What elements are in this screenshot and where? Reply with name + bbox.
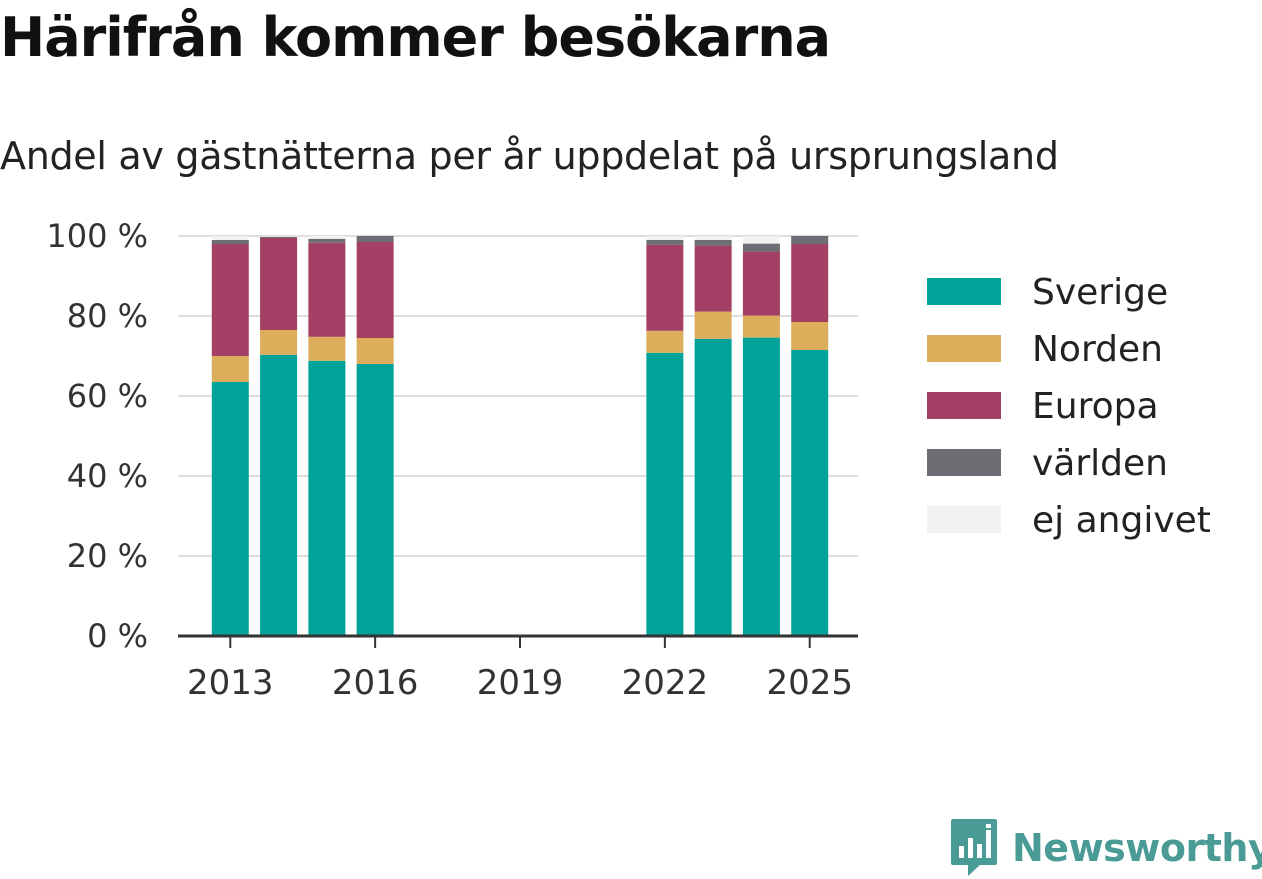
legend-label-ej-angivet: ej angivet [1032,500,1211,541]
legend-label-europa: Europa [1032,386,1159,427]
bar-segment-norden-2023 [694,311,732,339]
bar-segment-världen-2022 [646,240,684,245]
x-tick-label: 2022 [622,663,709,703]
x-tick-label: 2016 [332,663,419,703]
legend-swatch-sverige [927,278,1001,305]
bar-segment-sverige-2016 [356,364,394,636]
bar-segment-norden-2013 [211,356,249,382]
bar-segment-sverige-2013 [211,382,249,636]
bar-segment-europa-2015 [308,242,346,337]
bar-segment-världen-2015 [308,238,346,243]
brand-logo: Newsworthy [950,818,1262,878]
chart-title: Härifrån kommer besökarna [0,6,831,69]
x-tick-label: 2013 [187,663,274,703]
legend-swatch-norden [927,335,1001,362]
bar-segment-ej-angivet-2015 [308,236,346,239]
y-tick-label: 0 % [87,617,148,655]
x-tick-label: 2025 [766,663,853,703]
x-tick-label: 2019 [477,663,564,703]
bar-segment-europa-2014 [260,238,298,330]
legend-swatch-världen [927,449,1001,476]
bar-segment-norden-2014 [260,330,298,355]
legend-label-världen: världen [1032,443,1168,484]
bar-segment-norden-2024 [742,315,780,338]
y-tick-label: 40 % [67,457,148,495]
bar-segment-ej-angivet-2024 [742,236,780,244]
bar-segment-europa-2023 [694,245,732,312]
bar-segment-världen-2025 [791,236,829,244]
y-tick-label: 80 % [67,297,148,335]
bar-segment-europa-2013 [211,244,249,356]
bar-segment-sverige-2025 [791,350,829,636]
newsworthy-chart-icon [951,819,997,876]
bar-segment-ej-angivet-2013 [211,236,249,240]
bar-segment-ej-angivet-2023 [694,236,732,240]
bar-segment-europa-2024 [742,251,780,316]
brand-name: Newsworthy [1012,826,1262,870]
y-tick-label: 60 % [67,377,148,415]
y-tick-label: 100 % [46,217,148,255]
bar-segment-europa-2016 [356,242,394,338]
axes: 0 % 20 % 40 % 60 % 80 % 100 % 2013 2016 2019 2022… [46,217,858,703]
bar-segment-norden-2022 [646,330,684,353]
bar-segment-världen-2024 [742,243,780,252]
legend-label-sverige: Sverige [1032,272,1168,313]
chart-subtitle: Andel av gästnätterna per år uppdelat på… [0,134,1059,178]
bar-segment-världen-2023 [694,240,732,246]
bar-segment-ej-angivet-2014 [260,236,298,237]
bar-segment-ej-angivet-2022 [646,236,684,240]
bar-segment-norden-2016 [356,338,394,364]
legend: Sverige Norden Europa världen ej angivet [927,272,1211,541]
bar-segment-världen-2014 [260,236,298,238]
legend-swatch-ej-angivet [927,506,1001,533]
bars [211,236,829,636]
y-tick-label: 20 % [67,537,148,575]
legend-swatch-europa [927,392,1001,419]
bar-segment-europa-2022 [646,244,684,331]
legend-label-norden: Norden [1032,329,1163,370]
bar-segment-sverige-2015 [308,360,346,636]
bar-segment-sverige-2024 [742,337,780,636]
bar-segment-världen-2013 [211,240,249,244]
bar-segment-sverige-2023 [694,338,732,636]
bar-segment-europa-2025 [791,244,829,322]
bar-segment-världen-2016 [356,236,394,242]
bar-segment-norden-2015 [308,336,346,361]
bar-segment-norden-2025 [791,322,829,350]
bar-segment-sverige-2022 [646,352,684,636]
bar-segment-sverige-2014 [260,354,298,636]
